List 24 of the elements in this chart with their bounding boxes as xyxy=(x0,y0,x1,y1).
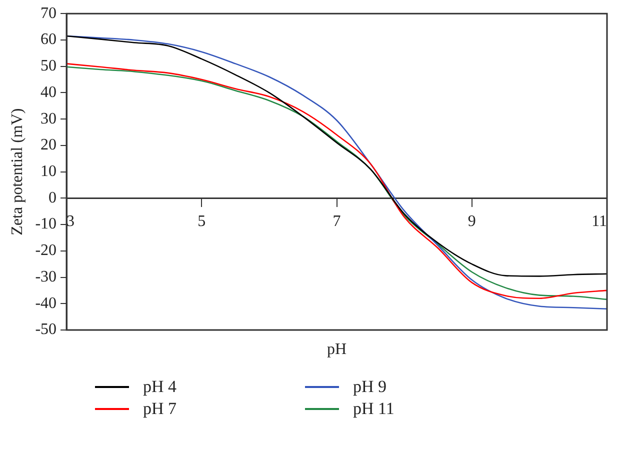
y-tick-label: 60 xyxy=(40,31,57,48)
legend-label: pH 11 xyxy=(353,399,394,419)
x-tick-label: 3 xyxy=(66,212,75,230)
x-tick-label: 11 xyxy=(592,212,607,230)
x-tick-label: 7 xyxy=(332,212,341,230)
x-axis-title: pH xyxy=(326,341,347,358)
y-tick-label: 50 xyxy=(40,58,57,75)
legend-label: pH 9 xyxy=(353,377,387,397)
y-axis-title: Zeta potential (mV) xyxy=(8,108,26,236)
x-tick-label: 9 xyxy=(468,212,476,230)
y-tick-label: 0 xyxy=(48,189,57,206)
y-tick-label: -30 xyxy=(35,268,57,286)
y-tick-label: 10 xyxy=(40,163,57,180)
legend-label: pH 4 xyxy=(143,377,177,397)
y-tick-label: 30 xyxy=(40,110,57,128)
y-tick-label: 40 xyxy=(40,84,57,101)
legend-label: pH 7 xyxy=(143,399,177,419)
y-tick-label: -10 xyxy=(35,216,57,233)
x-tick-label: 5 xyxy=(198,212,206,230)
y-tick-label: -50 xyxy=(35,321,57,338)
y-tick-label: 20 xyxy=(40,136,57,154)
y-tick-label: -20 xyxy=(35,242,57,260)
y-tick-label: -40 xyxy=(35,294,57,312)
y-tick-label: 70 xyxy=(40,4,57,22)
